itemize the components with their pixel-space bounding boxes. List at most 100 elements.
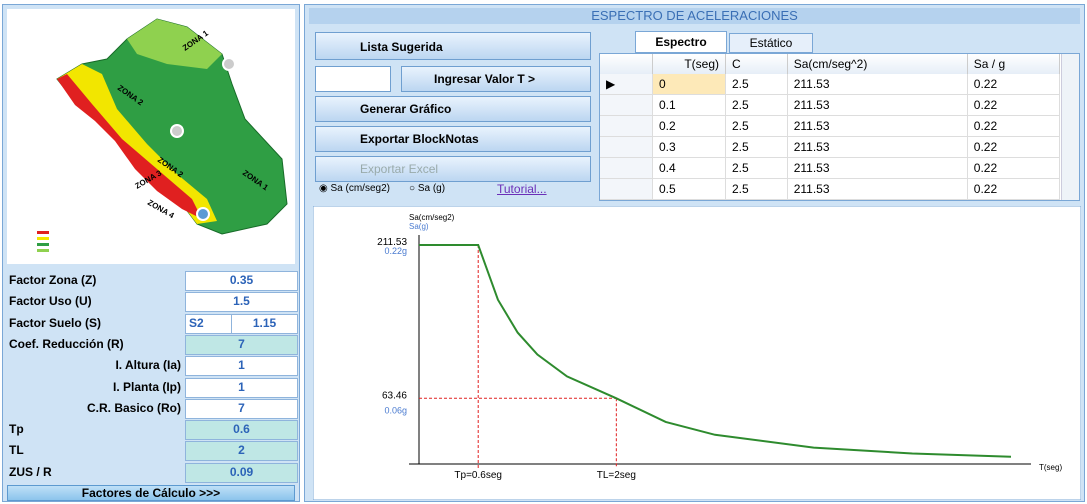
- field-label: Coef. Reducción (R): [9, 336, 124, 351]
- table-cell: 2.5: [725, 94, 788, 116]
- y-tick-label: 211.53: [377, 237, 407, 248]
- table-cell: 2.5: [725, 74, 788, 95]
- y-axis-label: Sa(cm/seg2): [409, 213, 455, 222]
- button[interactable]: Lista Sugerida: [315, 32, 591, 60]
- field-value: 2: [185, 441, 298, 462]
- field-label: Factor Zona (Z): [9, 273, 97, 287]
- y-tick-label: 63.46: [382, 390, 407, 401]
- map-box: ZONA 1 ZONA 2 ZONA 2 ZONA 1 ZONA 3 ZONA …: [7, 9, 295, 264]
- field-label: C.R. Basico (Ro): [86, 400, 181, 415]
- field-value: 1: [185, 377, 298, 398]
- table-cell: 211.53: [787, 74, 968, 95]
- y2-tick-label: 0.06g: [384, 405, 407, 415]
- header-row: T(seg) C Sa(cm/seg^2) Sa / g: [600, 54, 1061, 74]
- input[interactable]: [315, 66, 391, 92]
- button[interactable]: Generar Gráfico: [315, 96, 591, 122]
- form-row: Tp 0.6: [9, 420, 298, 441]
- x-axis-label: T(seg): [1039, 463, 1062, 472]
- data-grid: T(seg) C Sa(cm/seg^2) Sa / g ▶ 0 2.5 211.53 0.22…: [599, 53, 1080, 201]
- button[interactable]: Exportar BlockNotas: [315, 126, 591, 152]
- factor-form: Factor Zona (Z) 0.35 Factor Uso (U) 1.5 Fact…: [3, 267, 299, 483]
- table-cell: 211.53: [787, 157, 968, 179]
- table: T(seg) C Sa(cm/seg^2) Sa / g ▶ 0 2.5 211.53 0.22…: [600, 54, 1061, 200]
- field-value: 0.35: [185, 271, 298, 291]
- form-row: I. Planta (Ip) 1: [9, 377, 298, 398]
- section-title: ESPECTRO DE ACELERACIONES: [309, 8, 1080, 24]
- y2-axis-label: Sa(g): [409, 222, 429, 231]
- field-label: Factor Uso (U): [9, 294, 92, 309]
- table-cell: 2.5: [725, 115, 788, 137]
- table-row: 0.4 2.5 211.53 0.22: [600, 157, 1061, 179]
- radio-label: Sa (cm/seg2): [330, 183, 390, 194]
- form-row: Factor Suelo (S) S2 1.15: [9, 313, 298, 334]
- table-cell: 0.22: [967, 94, 1061, 116]
- field-value: 0.09: [185, 462, 298, 483]
- table-cell: 2.5: [725, 178, 788, 200]
- radio[interactable]: ◉ Sa (cm/seg2): [319, 183, 390, 194]
- dropdown[interactable]: S2: [185, 313, 234, 334]
- button[interactable]: Exportar Excel: [315, 156, 591, 182]
- table-row: 0.1 2.5 211.53 0.22: [600, 94, 1061, 116]
- table-cell: 0.4: [652, 157, 726, 179]
- link[interactable]: Tutorial...: [497, 182, 547, 196]
- table-row: 0.2 2.5 211.53 0.22: [600, 115, 1061, 137]
- row-header: ▶: [600, 74, 653, 95]
- column-header: T(seg): [652, 54, 726, 74]
- field-value: 7: [185, 398, 298, 419]
- table-cell: 0.2: [652, 115, 726, 137]
- table-row: ▶ 0 2.5 211.53 0.22: [600, 74, 1061, 95]
- field-value: 1.15: [231, 313, 298, 334]
- tab[interactable]: Estático: [729, 33, 813, 53]
- row-header: [600, 178, 653, 200]
- row-header: [600, 54, 653, 74]
- x-tick-label: Tp=0.6seg: [454, 470, 502, 481]
- row-header: [600, 157, 653, 179]
- form-row: Factor Uso (U) 1.5: [9, 292, 298, 313]
- button[interactable]: Ingresar Valor T >: [401, 66, 591, 92]
- radio-label: Sa (g): [417, 183, 446, 194]
- table-cell: 0.22: [967, 74, 1061, 95]
- field-label: ZUS / R: [9, 464, 52, 479]
- table-cell: 211.53: [787, 115, 968, 137]
- x-tick-label: TL=2seg: [597, 470, 636, 481]
- field-value: 1.5: [185, 292, 298, 313]
- spectrum-curve: [419, 244, 1012, 458]
- form-row: ZUS / R 0.09: [9, 462, 298, 483]
- field-label: I. Planta (Ip): [112, 379, 181, 394]
- form-row: C.R. Basico (Ro) 7: [9, 398, 298, 419]
- field-label: Tp: [9, 422, 24, 437]
- form-row: Coef. Reducción (R) 7: [9, 334, 298, 355]
- table-cell: 2.5: [725, 157, 788, 179]
- column-header: Sa(cm/seg^2): [787, 54, 968, 74]
- table-cell: 0.22: [967, 136, 1061, 158]
- row-header: [600, 136, 653, 158]
- radio[interactable]: ○ Sa (g): [409, 183, 446, 194]
- row-header: [600, 94, 653, 116]
- scrollbar[interactable]: [1061, 54, 1079, 200]
- table-row: 0.5 2.5 211.53 0.22: [600, 178, 1061, 200]
- form-row: TL 2: [9, 441, 298, 462]
- left-panel: ZONA 1 ZONA 2 ZONA 2 ZONA 1 ZONA 3 ZONA …: [2, 4, 300, 502]
- column-header: Sa / g: [967, 54, 1061, 74]
- table-cell: 211.53: [787, 94, 968, 116]
- tab[interactable]: Espectro: [635, 31, 727, 53]
- field-label: Factor Suelo (S): [9, 315, 102, 330]
- factors-button[interactable]: Factores de Cálculo >>>: [7, 485, 295, 501]
- right-panel: ESPECTRO DE ACELERACIONES Lista Sugerida…: [304, 4, 1085, 502]
- table-row: 0.3 2.5 211.53 0.22: [600, 136, 1061, 158]
- table-cell: 2.5: [725, 136, 788, 158]
- field-label: TL: [9, 443, 24, 458]
- form-row: Factor Zona (Z) 0.35: [9, 271, 298, 291]
- field-label: I. Altura (Ia): [115, 358, 181, 373]
- y2-tick-label: 0.22g: [384, 246, 407, 256]
- table-cell: 0.3: [652, 136, 726, 158]
- chart: Sa(cm/seg2) Sa(g) T(seg) 211.53 63.46 0.22…: [313, 206, 1081, 500]
- row-header: [600, 115, 653, 137]
- table-cell: 0.22: [967, 178, 1061, 200]
- field-value: 7: [185, 334, 298, 355]
- table-cell: 211.53: [787, 136, 968, 158]
- table-cell: 0.22: [967, 115, 1061, 137]
- table-cell: 0.1: [652, 94, 726, 116]
- form-row: I. Altura (Ia) 1: [9, 356, 298, 377]
